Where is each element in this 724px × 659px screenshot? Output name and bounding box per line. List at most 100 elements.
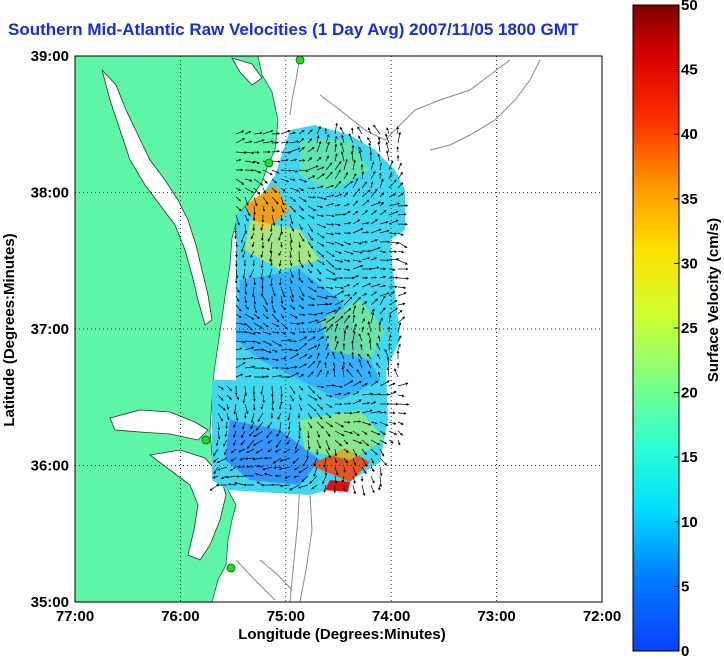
velocity-vector xyxy=(235,373,244,378)
velocity-vector xyxy=(343,284,351,288)
velocity-vector xyxy=(334,180,342,189)
velocity-vector xyxy=(217,421,221,431)
velocity-vector xyxy=(307,412,312,420)
velocity-vector xyxy=(352,380,363,387)
velocity-vector xyxy=(361,283,372,288)
velocity-vector xyxy=(397,302,406,306)
velocity-vector xyxy=(379,295,386,306)
velocity-vector xyxy=(352,228,364,234)
velocity-vector xyxy=(316,250,325,258)
velocity-vector xyxy=(388,232,397,235)
velocity-vector xyxy=(325,171,333,180)
colorbar-tick-label: 30 xyxy=(681,255,698,272)
velocity-vector xyxy=(289,158,298,162)
velocity-vector xyxy=(307,336,316,342)
velocity-vector xyxy=(271,403,275,411)
velocity-vector xyxy=(388,391,397,396)
velocity-vector xyxy=(361,257,371,261)
velocity-vector xyxy=(307,430,310,439)
velocity-vector xyxy=(316,430,320,438)
albemarle-sound xyxy=(109,409,209,441)
velocity-vector xyxy=(397,213,407,216)
velocity-vector xyxy=(280,158,289,162)
velocity-vector xyxy=(361,318,366,324)
velocity-vector xyxy=(252,457,264,461)
radar-station xyxy=(201,435,211,445)
velocity-vector xyxy=(298,223,303,231)
velocity-vector xyxy=(334,421,345,428)
velocity-vector xyxy=(307,385,316,394)
velocity-vector xyxy=(235,394,240,401)
velocity-vector xyxy=(262,304,269,313)
velocity-vector xyxy=(370,283,381,288)
velocity-vector xyxy=(388,421,397,425)
velocity-vector xyxy=(298,169,309,173)
velocity-vector xyxy=(379,439,388,445)
velocity-vector xyxy=(262,349,272,354)
velocity-vector xyxy=(334,143,338,153)
velocity-vector xyxy=(351,340,354,351)
velocity-vector xyxy=(361,307,365,315)
velocity-vector xyxy=(343,171,348,180)
velocity-vector xyxy=(316,268,322,275)
velocity-vector xyxy=(280,313,284,319)
x-axis-label: Longitude (Degrees:Minutes) xyxy=(238,626,446,643)
velocity-vector xyxy=(377,371,381,378)
velocity-vector xyxy=(262,375,270,379)
velocity-vector xyxy=(307,157,313,162)
velocity-vector xyxy=(325,352,330,360)
velocity-vector xyxy=(266,430,273,439)
velocity-vector xyxy=(212,475,219,479)
velocity-vector xyxy=(334,153,338,162)
velocity-vector xyxy=(307,319,319,324)
velocity-vector xyxy=(283,448,291,454)
velocity-vector xyxy=(397,192,404,198)
velocity-vector xyxy=(255,448,264,454)
velocity-vector xyxy=(367,332,372,342)
velocity-vector xyxy=(278,259,282,267)
velocity-vector xyxy=(307,403,317,412)
velocity-vector xyxy=(244,313,255,320)
velocity-vector xyxy=(272,457,282,464)
velocity-vector xyxy=(293,466,300,471)
velocity-vector xyxy=(316,259,326,265)
velocity-vector xyxy=(325,302,333,306)
velocity-vector xyxy=(379,162,383,171)
velocity-vector xyxy=(370,188,378,198)
velocity-vector xyxy=(289,304,296,310)
velocity-vector xyxy=(316,336,325,342)
velocity-vector xyxy=(254,472,264,477)
velocity-vector xyxy=(298,385,304,391)
velocity-vector xyxy=(370,257,378,261)
velocity-vector xyxy=(360,343,363,351)
velocity-vector xyxy=(379,307,386,315)
velocity-vector xyxy=(358,150,363,162)
velocity-vector xyxy=(252,439,264,446)
velocity-vector xyxy=(332,362,336,369)
velocity-vector xyxy=(242,421,246,430)
colorbar-tick-label: 20 xyxy=(681,385,698,402)
velocity-vector xyxy=(368,339,372,351)
velocity-vector xyxy=(289,250,292,259)
velocity-vector xyxy=(271,141,280,145)
velocity-vector xyxy=(316,205,324,209)
velocity-patch xyxy=(245,185,290,232)
velocity-vector xyxy=(244,160,256,164)
velocity-vector xyxy=(334,203,341,207)
velocity-vector xyxy=(316,286,325,290)
velocity-vector xyxy=(298,342,308,351)
velocity-vector xyxy=(307,394,318,401)
velocity-vector xyxy=(368,142,372,153)
velocity-vector xyxy=(343,180,353,189)
velocity-vector xyxy=(343,430,353,435)
velocity-vector xyxy=(352,399,362,405)
velocity-vector xyxy=(298,146,305,153)
velocity-vector xyxy=(224,430,228,438)
velocity-vector xyxy=(352,314,356,324)
velocity-vector xyxy=(260,277,264,290)
velocity-vector xyxy=(217,385,224,390)
velocity-vector xyxy=(267,421,273,429)
velocity-vector xyxy=(289,286,294,298)
velocity-vector xyxy=(397,382,409,387)
velocity-vector xyxy=(379,448,385,457)
